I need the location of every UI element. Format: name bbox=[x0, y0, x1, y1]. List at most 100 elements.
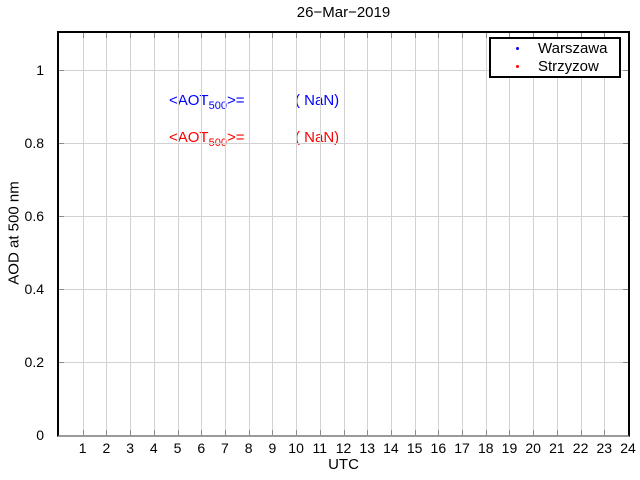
x-gridline bbox=[604, 33, 606, 435]
x-tick-label: 21 bbox=[549, 440, 565, 456]
x-tick-label: 19 bbox=[501, 440, 518, 456]
x-tick-label: 24 bbox=[620, 440, 636, 456]
x-tick-label: 12 bbox=[335, 440, 352, 456]
x-tick-mark-bottom bbox=[224, 430, 226, 435]
x-tick-mark-bottom bbox=[509, 430, 511, 435]
x-tick-label: 17 bbox=[454, 440, 470, 456]
x-gridline bbox=[248, 33, 250, 435]
x-tick-label: 2 bbox=[102, 440, 111, 456]
x-tick-label: 22 bbox=[572, 440, 589, 456]
x-tick-mark-bottom bbox=[462, 430, 464, 435]
mean-aot-annotation-strzyzow: <AOT500>= ( NaN) bbox=[169, 129, 339, 149]
x-tick-mark-bottom bbox=[485, 430, 487, 435]
x-gridline bbox=[319, 33, 321, 435]
y-axis-label: AOD at 500 nm bbox=[5, 181, 23, 285]
x-gridline bbox=[130, 33, 132, 435]
x-gridline bbox=[296, 33, 298, 435]
x-tick-label: 4 bbox=[149, 440, 158, 456]
x-tick-mark-top bbox=[224, 33, 226, 38]
x-tick-mark-bottom bbox=[296, 430, 298, 435]
x-tick-label: 15 bbox=[406, 440, 423, 456]
x-gridline bbox=[462, 33, 464, 435]
x-gridline bbox=[509, 33, 511, 435]
y-gridline bbox=[59, 215, 628, 217]
x-tick-mark-top bbox=[248, 33, 250, 38]
x-tick-mark-bottom bbox=[414, 430, 416, 435]
x-tick-mark-top bbox=[556, 33, 558, 38]
x-tick-mark-top bbox=[201, 33, 203, 38]
x-tick-label: 10 bbox=[288, 440, 304, 456]
y-tick-label: 0.6 bbox=[24, 207, 44, 224]
x-gridline bbox=[343, 33, 345, 435]
x-tick-mark-bottom bbox=[604, 430, 606, 435]
x-gridline bbox=[106, 33, 108, 435]
x-tick-mark-bottom bbox=[438, 430, 440, 435]
y-tick-label: 0.4 bbox=[24, 280, 44, 297]
x-gridline bbox=[533, 33, 535, 435]
plot-area: <AOT500>= ( NaN) <AOT500>= ( NaN) bbox=[57, 31, 630, 437]
x-tick-label: 20 bbox=[525, 440, 541, 456]
x-tick-mark-top bbox=[343, 33, 345, 38]
y-tick-mark-right bbox=[623, 361, 628, 363]
x-tick-label: 13 bbox=[359, 440, 375, 456]
x-tick-mark-top bbox=[485, 33, 487, 38]
x-tick-mark-top bbox=[319, 33, 321, 38]
x-tick-mark-top bbox=[106, 33, 108, 38]
mean-aot-annotation-warszawa: <AOT500>= ( NaN) bbox=[169, 92, 339, 112]
chart-title: 26−Mar−2019 bbox=[296, 4, 391, 21]
y-tick-mark-right bbox=[623, 215, 628, 217]
x-tick-mark-bottom bbox=[153, 430, 155, 435]
x-tick-mark-bottom bbox=[580, 430, 582, 435]
x-tick-label: 18 bbox=[477, 440, 494, 456]
x-tick-label: 16 bbox=[430, 440, 447, 456]
x-tick-label: 7 bbox=[221, 440, 229, 456]
x-tick-mark-top bbox=[390, 33, 392, 38]
y-tick-mark-left bbox=[59, 215, 64, 217]
x-gridline bbox=[82, 33, 84, 435]
legend-marker-dot-strzyzow bbox=[516, 65, 519, 68]
x-tick-mark-top bbox=[130, 33, 132, 38]
x-axis-label: UTC bbox=[328, 456, 359, 473]
x-tick-mark-top bbox=[414, 33, 416, 38]
legend-item-strzyzow: Strzyzow bbox=[491, 58, 619, 76]
x-tick-mark-bottom bbox=[367, 430, 369, 435]
x-tick-mark-top bbox=[82, 33, 84, 38]
x-gridline bbox=[224, 33, 226, 435]
x-tick-mark-top bbox=[462, 33, 464, 38]
x-tick-mark-bottom bbox=[130, 430, 132, 435]
x-tick-mark-top bbox=[177, 33, 179, 38]
x-tick-mark-top bbox=[438, 33, 440, 38]
x-tick-mark-top bbox=[580, 33, 582, 38]
y-gridline bbox=[59, 361, 628, 363]
x-gridline bbox=[414, 33, 416, 435]
x-gridline bbox=[556, 33, 558, 435]
x-tick-mark-bottom bbox=[272, 430, 274, 435]
y-tick-label: 0.8 bbox=[24, 134, 44, 151]
x-tick-mark-top bbox=[272, 33, 274, 38]
x-gridline bbox=[153, 33, 155, 435]
x-tick-label: 11 bbox=[312, 440, 328, 456]
y-tick-label: 0.2 bbox=[24, 353, 44, 370]
x-tick-mark-top bbox=[509, 33, 511, 38]
y-tick-label: 1 bbox=[36, 61, 44, 78]
y-tick-mark-left bbox=[59, 69, 64, 71]
x-gridline bbox=[367, 33, 369, 435]
x-tick-mark-bottom bbox=[556, 430, 558, 435]
x-tick-label: 23 bbox=[596, 440, 613, 456]
legend-marker-dot-warszawa bbox=[516, 47, 519, 50]
x-tick-mark-bottom bbox=[177, 430, 179, 435]
y-gridline bbox=[59, 142, 628, 144]
y-tick-mark-right bbox=[623, 142, 628, 144]
x-tick-label: 1 bbox=[78, 440, 87, 456]
legend-label-warszawa: Warszawa bbox=[538, 40, 608, 57]
x-tick-mark-bottom bbox=[343, 430, 345, 435]
x-tick-mark-top bbox=[367, 33, 369, 38]
y-tick-mark-right bbox=[623, 288, 628, 290]
aot-value: ( NaN) bbox=[295, 129, 340, 146]
x-tick-mark-bottom bbox=[106, 430, 108, 435]
y-tick-mark-left bbox=[59, 288, 64, 290]
x-tick-mark-bottom bbox=[248, 430, 250, 435]
x-tick-label: 14 bbox=[383, 440, 399, 456]
x-tick-label: 6 bbox=[197, 440, 206, 456]
